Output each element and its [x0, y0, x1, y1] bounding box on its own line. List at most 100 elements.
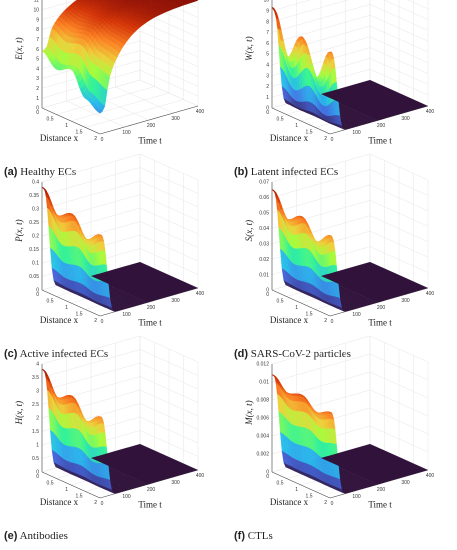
z-tick-label: 1.5 [32, 429, 39, 435]
z-tick-label: 0 [266, 106, 269, 112]
z-axis-label: W(x, t) [244, 36, 254, 61]
panel-antibodies: 0 0.5 1 1.5 2 2.5 3 3.5 4 0 0.5 1 1.5 2 0 100 200 300 400 D… [2, 335, 222, 548]
x-tick-label: 1.5 [306, 130, 313, 136]
z-tick-label: 0 [266, 470, 269, 476]
z-tick-label: 10 [263, 0, 269, 4]
gridline-t-floor [115, 86, 174, 114]
x-axis-label: Distance x [40, 315, 79, 325]
x-tick-label: 0.5 [47, 481, 54, 487]
z-tick-label: 4 [36, 362, 39, 368]
ticks: 00.050.10.150.20.250.30.350.400.511.52 01… [29, 180, 204, 325]
z-tick-label: 9 [266, 9, 269, 15]
t-axis-label: Time t [368, 317, 392, 327]
z-tick-label: 11 [34, 0, 39, 4]
surface-cell [97, 416, 101, 418]
surface-floor [325, 262, 428, 301]
surface-floor-edge [321, 456, 385, 484]
t-tick-label: 0 [331, 319, 334, 325]
z-tick-label: 8 [36, 27, 39, 33]
t-tick-label: 0 [331, 501, 334, 507]
t-tick-label: 200 [377, 305, 386, 311]
surface-cell [86, 0, 90, 1]
x-tick-label: 0.5 [47, 299, 54, 305]
t-axis-label: Time t [368, 135, 392, 145]
t-tick-label: 100 [122, 130, 131, 136]
x-tick-label: 1.5 [306, 494, 313, 500]
x-axis-label: Distance x [270, 133, 309, 143]
z-tick-label: 0.05 [259, 211, 269, 217]
z-tick-label: 0.25 [29, 220, 39, 226]
panel-sars-cov-2-particles: 0 0.01 0.02 0.03 0.04 0.05 0.06 0.07 0 0.5 1 1.5 2 0 1… [232, 153, 452, 366]
z-tick-label: 5 [36, 57, 39, 63]
caption-a: (a) Healthy ECs [4, 166, 77, 178]
x-tick-label: 1 [65, 305, 68, 311]
surface-cell [97, 109, 103, 114]
surface-floor-edge [91, 456, 155, 484]
t-axis-label: Time t [368, 499, 392, 509]
z-tick-label: 0 [266, 288, 269, 294]
z-tick-label: 0.06 [259, 195, 269, 201]
x-axis-line [41, 471, 101, 499]
z-tick-label: 0.15 [29, 247, 39, 253]
z-tick-label: 3 [36, 76, 39, 82]
t-tick-label: 300 [401, 116, 410, 122]
t-tick-label: 300 [171, 116, 180, 122]
x-axis-label: Distance x [270, 315, 309, 325]
z-tick-label: 2 [36, 86, 39, 92]
surface-floor [325, 80, 428, 119]
t-tick-label: 300 [401, 298, 410, 304]
t-tick-label: 400 [426, 291, 435, 297]
gridline-z-back [41, 0, 78, 11]
t-tick-label: 200 [147, 123, 156, 129]
gridline-x-floor [70, 92, 170, 122]
z-tick-label: 0.01 [259, 272, 269, 278]
t-tick-label: 200 [377, 487, 386, 493]
t-tick-label: 300 [401, 480, 410, 486]
x-tick-label: 1 [295, 123, 298, 129]
surface-cell [327, 411, 331, 413]
surface [271, 7, 428, 130]
surface-floor-edge [321, 92, 385, 120]
z-tick-label: 1 [36, 443, 39, 449]
z-tick-label: 0.002 [256, 452, 269, 458]
t-tick-label: 0 [331, 137, 334, 143]
x-tick-label: 0 [266, 110, 269, 116]
x-axis-line [41, 107, 101, 135]
x-tick-label: 1.5 [76, 312, 83, 318]
t-axis-label: Time t [138, 135, 162, 145]
x-tick-label: 1 [65, 123, 68, 129]
surface [271, 189, 428, 312]
x-axis-line [271, 471, 331, 499]
z-tick-label: 2 [36, 416, 39, 422]
z-tick-label: 9 [36, 17, 39, 23]
panel-healthy-ecs: 0 1 2 3 4 5 6 7 8 9 10 11 0 0.5 1 1.5 2 0 100 200 300 400 Dist… [2, 0, 222, 184]
t-axis-label: Time t [138, 499, 162, 509]
z-tick-label: 0.008 [256, 398, 269, 404]
t-tick-label: 400 [196, 291, 205, 297]
z-tick-label: 0 [36, 470, 39, 476]
t-tick-label: 100 [122, 312, 131, 318]
x-tick-label: 2 [324, 136, 327, 142]
t-tick-label: 400 [196, 109, 205, 115]
z-tick-label: 0.4 [32, 180, 39, 186]
z-tick-label: 0.01 [259, 380, 269, 386]
t-axis-label: Time t [138, 317, 162, 327]
z-tick-label: 1 [266, 95, 269, 101]
surface [271, 374, 428, 494]
x-axis-line [41, 289, 101, 317]
z-tick-label: 2.5 [32, 402, 39, 408]
t-tick-label: 400 [426, 109, 435, 115]
x-tick-label: 0.5 [277, 299, 284, 305]
surface [41, 369, 198, 494]
z-tick-label: 0.35 [29, 193, 39, 199]
t-tick-label: 0 [101, 501, 104, 507]
z-tick-label: 0.03 [259, 241, 269, 247]
x-tick-label: 0 [36, 110, 39, 116]
z-axis-label: H(x, t) [14, 401, 24, 426]
x-tick-label: 1.5 [306, 312, 313, 318]
x-tick-label: 2 [324, 500, 327, 506]
